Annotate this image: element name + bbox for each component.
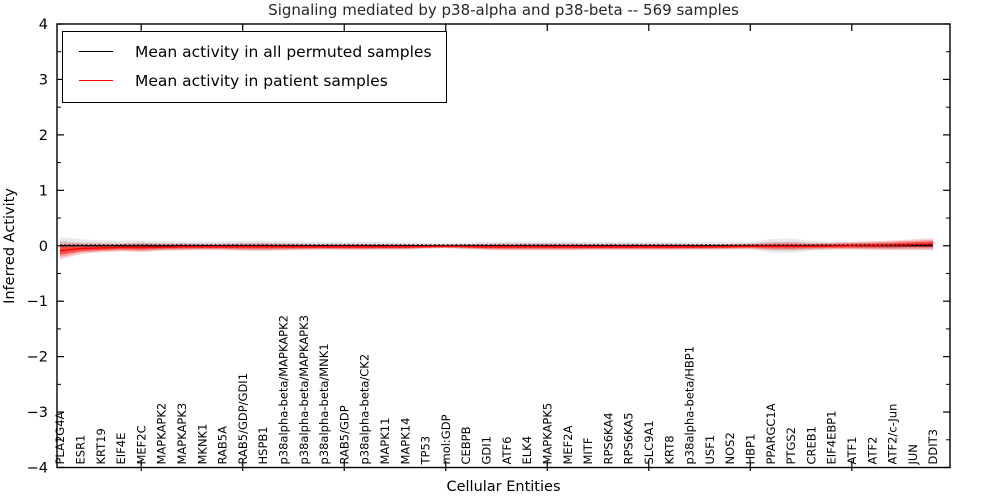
x-tick-label: RPS6KA5 — [622, 412, 636, 464]
x-tick-label: EIF4E — [114, 433, 128, 465]
x-tick-label: GDI1 — [480, 436, 494, 464]
x-tick-label: ATF1 — [845, 437, 859, 465]
x-tick-label: MAPK11 — [378, 418, 392, 465]
x-tick-label: MEF2A — [561, 425, 575, 464]
x-tick-label: DDIT3 — [926, 429, 940, 464]
x-tick-label: HSPB1 — [256, 426, 270, 464]
x-tick-label: MEF2C — [134, 425, 148, 464]
y-tick-label: −4 — [27, 461, 48, 477]
x-tick-label: mol:GDP — [439, 414, 453, 464]
x-tick-label: CEBPB — [459, 426, 473, 464]
legend: Mean activity in all permuted samples Me… — [62, 31, 447, 103]
x-tick-label: MAPKAPK5 — [540, 403, 554, 465]
patient-mean-line — [59, 243, 934, 252]
x-tick-label: SLC9A1 — [642, 420, 656, 464]
y-tick-label: 2 — [39, 128, 48, 144]
x-tick-label: KRT19 — [94, 428, 108, 464]
y-tick-label: 3 — [39, 72, 48, 88]
y-tick-label: 0 — [39, 239, 48, 255]
x-tick-label: JUN — [906, 444, 920, 465]
x-tick-label: MAPKAPK2 — [155, 403, 169, 465]
x-tick-label: TP53 — [419, 436, 433, 466]
legend-label-permuted: Mean activity in all permuted samples — [135, 42, 432, 61]
x-tick-label: PLA2G4A — [53, 411, 67, 464]
legend-item-patient: Mean activity in patient samples — [75, 66, 432, 95]
y-tick-label: −1 — [27, 294, 48, 310]
x-tick-label: RAB5/GDP — [337, 405, 351, 464]
permuted-line-swatch — [79, 51, 113, 52]
x-tick-label: p38alpha-beta/CK2 — [358, 354, 372, 465]
x-tick-label: MITF — [581, 438, 595, 465]
x-tick-label: NOS2 — [723, 432, 737, 464]
patient-std-band-inner — [60, 241, 933, 255]
x-tick-label: PTGS2 — [784, 427, 798, 465]
legend-label-patient: Mean activity in patient samples — [135, 71, 388, 90]
x-tick-label: CREB1 — [804, 426, 818, 465]
x-tick-label: USF1 — [703, 435, 717, 465]
x-tick-label: MKNK1 — [195, 424, 209, 465]
x-tick-label: RAB5/GDP/GDI1 — [236, 373, 250, 465]
patient-std-band — [60, 238, 933, 260]
x-axis-label: Cellular Entities — [446, 479, 561, 495]
x-tick-label: RPS6KA4 — [601, 412, 615, 464]
x-tick-label: p38alpha-beta/MNK1 — [317, 343, 331, 464]
x-tick-label: PPARGC1A — [764, 403, 778, 464]
patient-line-swatch — [79, 80, 113, 81]
legend-item-permuted: Mean activity in all permuted samples — [75, 37, 432, 66]
x-tick-label: p38alpha-beta/HBP1 — [683, 346, 697, 465]
x-tick-label: HBP1 — [743, 434, 757, 465]
x-tick-label: p38alpha-beta/MAPKAPK3 — [297, 315, 311, 465]
x-tick-label: MAPKAPK3 — [175, 403, 189, 465]
x-tick-label: ESR1 — [74, 435, 88, 465]
y-axis-label: Inferred Activity — [2, 188, 18, 304]
x-tick-label: ATF6 — [500, 437, 514, 465]
chart-title: Signaling mediated by p38-alpha and p38-… — [268, 1, 739, 19]
x-tick-label: KRT8 — [662, 435, 676, 464]
x-tick-label: p38alpha-beta/MAPKAPK2 — [277, 315, 291, 465]
x-tick-label: ATF2 — [865, 437, 879, 465]
x-tick-label: MAPK14 — [398, 418, 412, 465]
patient-std-band-mid — [60, 239, 933, 258]
x-tick-label: RAB5A — [216, 426, 230, 465]
y-tick-label: 1 — [39, 183, 48, 199]
x-tick-label: EIF4EBP1 — [825, 411, 839, 465]
y-tick-label: −3 — [27, 405, 48, 421]
y-tick-label: −2 — [27, 350, 48, 366]
x-tick-label: ATF2/c-Jun — [886, 404, 900, 465]
x-tick-label: ELK4 — [520, 436, 534, 465]
y-tick-label: 4 — [39, 17, 48, 33]
